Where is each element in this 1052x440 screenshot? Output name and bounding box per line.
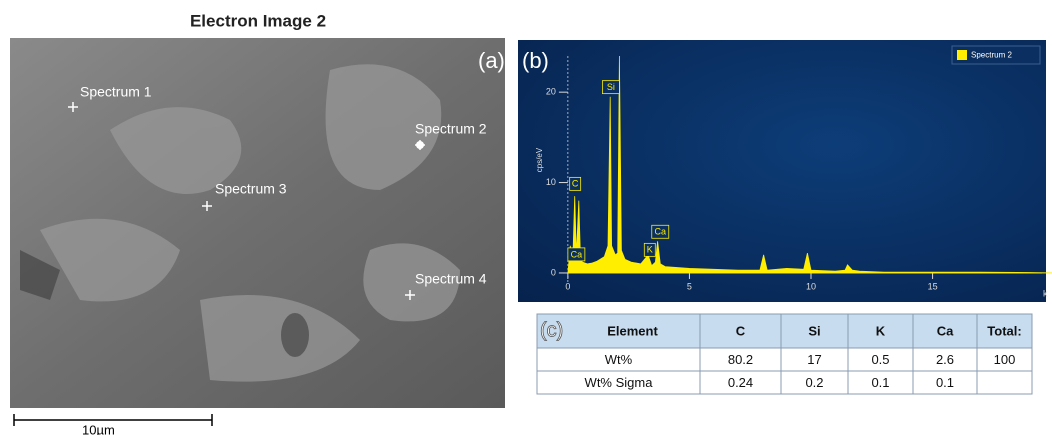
table-header-text: Si (808, 323, 820, 338)
y-axis-label: cps/eV (535, 147, 544, 172)
marker-label: Spectrum 2 (415, 121, 487, 137)
marker-dot (416, 141, 424, 149)
table-cell-text: 0.1 (936, 375, 954, 390)
table-cell-text: 2.6 (936, 352, 954, 367)
y-tick-label: 10 (546, 177, 556, 187)
x-tick-label: 10 (806, 281, 816, 291)
table-cell-text: 0.2 (805, 375, 823, 390)
table-cell-text: 80.2 (728, 352, 753, 367)
table-header-text: C (736, 323, 746, 338)
legend-swatch (957, 50, 967, 60)
panel-label: (b) (522, 48, 549, 73)
table-header-text: Ca (937, 323, 954, 338)
y-tick-label: 20 (546, 87, 556, 97)
x-tick-label: 15 (928, 281, 938, 291)
figure: Electron Image 2 (a) 10µm ElementCSiKCaT… (0, 0, 1052, 435)
table-cell-text: Wt% (605, 352, 633, 367)
table-cell-text: 0.1 (871, 375, 889, 390)
x-tick-label: 0 (565, 281, 570, 291)
table-header-text: Total: (987, 323, 1021, 338)
marker-label: Spectrum 3 (215, 181, 287, 197)
peak-label: Si (607, 82, 615, 92)
table-header-text: Element (607, 323, 658, 338)
peak-label: C (572, 179, 579, 189)
table-cell-text: 100 (994, 352, 1016, 367)
scale-label: 10µm (82, 422, 115, 435)
table: Element C Si K Ca Total: Wt% 80.2 17 0.5 2.6 100 Wt%… (537, 314, 1032, 394)
peak-label: Ca (571, 249, 583, 259)
table-cell-text: 0.5 (871, 352, 889, 367)
panel-label: (c) (540, 319, 563, 341)
peak-label: Ca (655, 227, 667, 237)
image-title: Electron Image 2 (190, 11, 326, 30)
table-cell-text: Wt% Sigma (585, 375, 654, 390)
x-tick-label: 5 (687, 281, 692, 291)
y-tick-label: 0 (551, 267, 556, 277)
marker-label: Spectrum 4 (415, 271, 487, 287)
legend-label: Spectrum 2 (971, 51, 1012, 60)
table-cell (977, 371, 1032, 394)
table-cell-text: 0.24 (728, 375, 753, 390)
table-header-text: K (876, 323, 886, 338)
table-cell-text: 17 (807, 352, 821, 367)
peak-label: K (647, 245, 653, 255)
panel-label: (a) (478, 48, 505, 73)
marker-label: Spectrum 1 (80, 84, 152, 100)
x-axis-label: k (1043, 288, 1048, 298)
